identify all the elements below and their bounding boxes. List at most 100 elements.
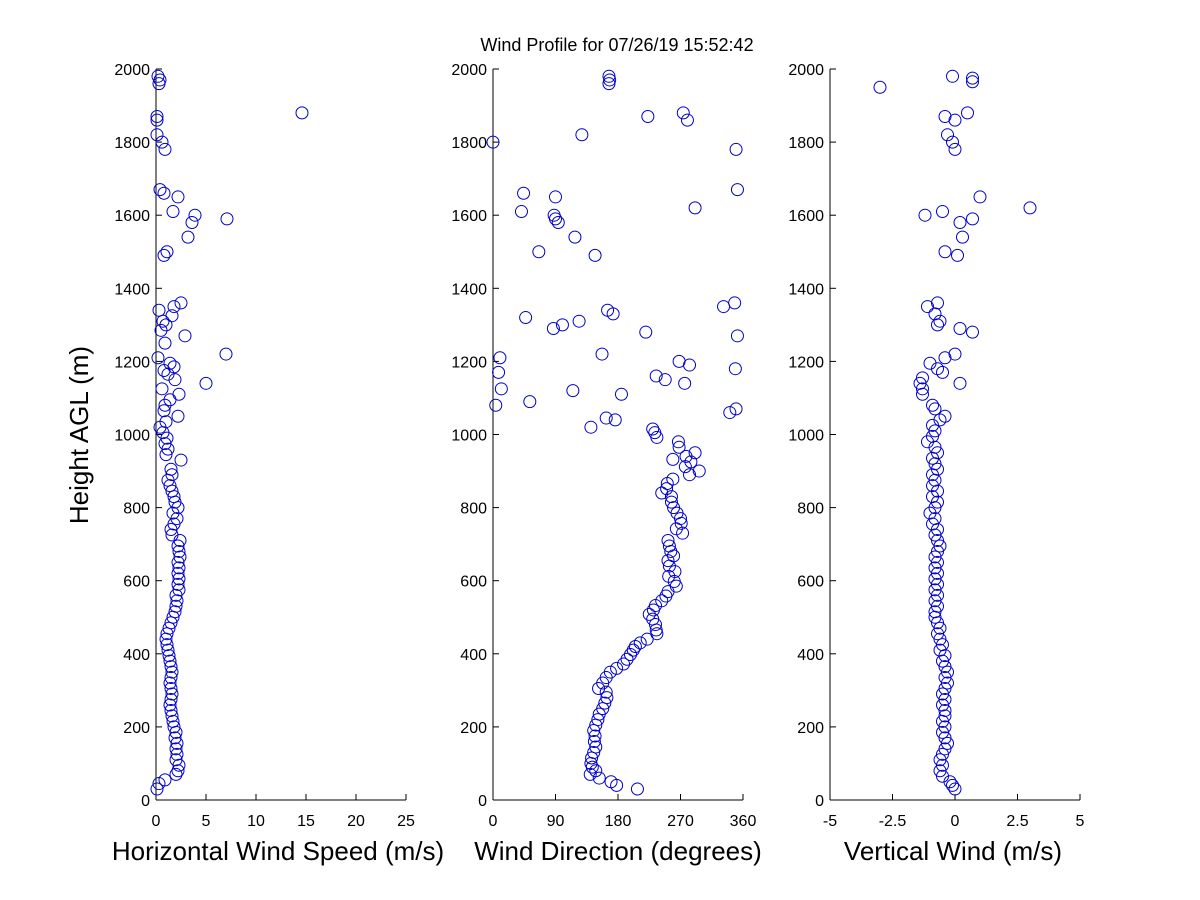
vertical-data-point [953, 322, 967, 336]
vertical-x-axis-label: Vertical Wind (m/s) [844, 836, 1062, 866]
direction-data-point [494, 382, 508, 396]
direction-data-point [678, 376, 692, 390]
vertical-data-point [938, 703, 952, 717]
direction-data-point [595, 347, 609, 361]
speed-data-point [172, 561, 186, 575]
speed-data-point [220, 212, 234, 226]
vertical-data-point [966, 71, 979, 85]
direction-data-point [661, 533, 675, 547]
vertical-data-point [913, 376, 927, 390]
direction-data-point [640, 632, 654, 646]
direction-data-point [589, 740, 603, 754]
vertical-data-point [941, 665, 954, 679]
vertical-x-tick-label: -5 [823, 813, 837, 830]
vertical-data-point [926, 398, 939, 412]
vertical-data-point [936, 725, 949, 739]
direction-data-point [614, 387, 628, 401]
speed-data-point [155, 382, 169, 396]
direction-data-point [672, 440, 686, 454]
direction-data-point [679, 449, 693, 463]
speed-data-point [167, 300, 181, 314]
speed-data-point [152, 303, 166, 317]
direction-data-point [617, 657, 631, 671]
vertical-y-tick-label: 600 [797, 574, 824, 591]
speed-x-tick-label: 20 [347, 813, 365, 830]
speed-data-point [150, 113, 164, 127]
vertical-data-point [938, 742, 952, 756]
speed-data-point [171, 566, 185, 580]
direction-x-axis-label: Wind Direction (degrees) [474, 836, 762, 866]
direction-data-point [519, 311, 533, 325]
direction-data-point [610, 661, 624, 675]
direction-data-point [648, 426, 662, 440]
vertical-data-point [946, 778, 959, 792]
direction-data-point [584, 420, 598, 434]
vertical-data-point [928, 402, 942, 416]
panel-speed: 0 200 400 600 800 1000 1200 1400 1600 1800 2000 0 5 1… [112, 62, 444, 866]
direction-data-point [566, 384, 580, 398]
direction-data-point [728, 362, 742, 376]
speed-data-point [164, 462, 178, 476]
speed-data-point [174, 296, 188, 310]
speed-data-point [158, 773, 172, 787]
vertical-data-point [941, 676, 954, 690]
vertical-data-point [931, 544, 944, 558]
vertical-y-tick-label: 1400 [788, 281, 824, 298]
direction-data-point [642, 607, 656, 621]
speed-data-point [163, 654, 177, 668]
speed-data-point [165, 309, 179, 323]
vertical-y-tick-label: 1000 [788, 428, 824, 445]
vertical-data-point [933, 764, 947, 778]
vertical-data-point [928, 424, 942, 438]
direction-data-point [568, 230, 582, 244]
speed-y-tick-label: 0 [141, 793, 150, 810]
speed-data-point [171, 555, 185, 569]
speed-data-point [165, 709, 179, 723]
speed-data-point [172, 583, 186, 597]
vertical-data-point [921, 300, 934, 314]
direction-y-tick-label: 200 [460, 720, 487, 737]
speed-data-point [168, 731, 182, 745]
vertical-y-tick-label: 1200 [788, 354, 824, 371]
vertical-data-point [873, 80, 887, 94]
direction-y-tick-label: 600 [460, 574, 487, 591]
vertical-y-tick-label: 400 [797, 647, 824, 664]
y-axis-label: Height AGL (m) [64, 346, 94, 524]
panel-vertical: 0 200 400 600 800 1000 1200 1400 1600 1800 2000 -5 -… [788, 62, 1084, 866]
direction-data-point [624, 648, 637, 662]
direction-data-point [608, 413, 622, 427]
vertical-y-tick-label: 2000 [788, 62, 824, 79]
speed-data-point [158, 336, 172, 350]
direction-data-point [639, 325, 653, 339]
direction-data-point [662, 539, 676, 553]
direction-data-point [575, 128, 589, 142]
direction-data-point [599, 685, 613, 699]
speed-data-point [170, 736, 184, 750]
vertical-data-point [931, 577, 944, 591]
direction-data-point [486, 135, 500, 149]
vertical-data-point [916, 371, 929, 385]
speed-data-point [167, 360, 181, 374]
direction-data-point [655, 486, 669, 500]
direction-data-point [598, 696, 612, 710]
vertical-data-point [933, 643, 947, 657]
vertical-data-point [928, 605, 942, 619]
speed-data-point [169, 767, 183, 781]
direction-x-tick-label: 360 [730, 813, 757, 830]
speed-y-tick-label: 1000 [114, 428, 150, 445]
vertical-data-point [938, 692, 952, 706]
speed-data-point [171, 764, 185, 778]
direction-y-tick-label: 400 [460, 647, 487, 664]
vertical-data-point [926, 429, 939, 443]
speed-data-point [172, 387, 186, 401]
speed-data-point [159, 448, 173, 462]
vertical-data-point [948, 782, 962, 796]
vertical-data-point [936, 769, 949, 783]
direction-x-tick-label: 90 [547, 813, 565, 830]
vertical-data-point [928, 572, 942, 586]
vertical-data-point [931, 533, 944, 547]
vertical-data-point [1023, 201, 1037, 215]
speed-data-point [168, 605, 182, 619]
vertical-data-point [961, 106, 974, 120]
direction-data-point [688, 201, 702, 215]
